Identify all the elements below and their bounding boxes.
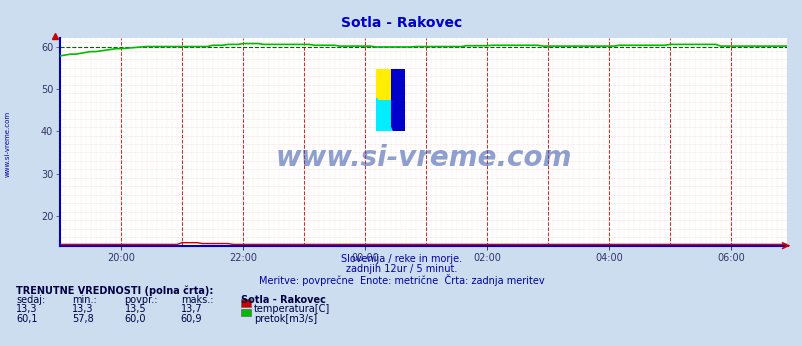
Text: Slovenija / reke in morje.: Slovenija / reke in morje. [341, 254, 461, 264]
Text: 13,3: 13,3 [16, 304, 38, 315]
Text: www.si-vreme.com: www.si-vreme.com [275, 145, 571, 172]
Text: sedaj:: sedaj: [16, 295, 45, 305]
Text: 60,0: 60,0 [124, 314, 146, 324]
Text: 57,8: 57,8 [72, 314, 94, 324]
Text: Sotla - Rakovec: Sotla - Rakovec [341, 16, 461, 29]
Text: 60,9: 60,9 [180, 314, 202, 324]
Text: povpr.:: povpr.: [124, 295, 158, 305]
Text: min.:: min.: [72, 295, 97, 305]
Text: Meritve: povprečne  Enote: metrične  Črta: zadnja meritev: Meritve: povprečne Enote: metrične Črta:… [258, 274, 544, 286]
Text: TRENUTNE VREDNOSTI (polna črta):: TRENUTNE VREDNOSTI (polna črta): [16, 285, 213, 296]
Text: 13,3: 13,3 [72, 304, 94, 315]
Text: Sotla - Rakovec: Sotla - Rakovec [241, 295, 326, 305]
Text: www.si-vreme.com: www.si-vreme.com [5, 110, 11, 177]
Text: 13,7: 13,7 [180, 304, 202, 315]
Text: temperatura[C]: temperatura[C] [253, 304, 330, 315]
Text: pretok[m3/s]: pretok[m3/s] [253, 314, 317, 324]
Text: 60,1: 60,1 [16, 314, 38, 324]
Text: zadnjih 12ur / 5 minut.: zadnjih 12ur / 5 minut. [346, 264, 456, 274]
Text: 13,5: 13,5 [124, 304, 146, 315]
Text: maks.:: maks.: [180, 295, 213, 305]
